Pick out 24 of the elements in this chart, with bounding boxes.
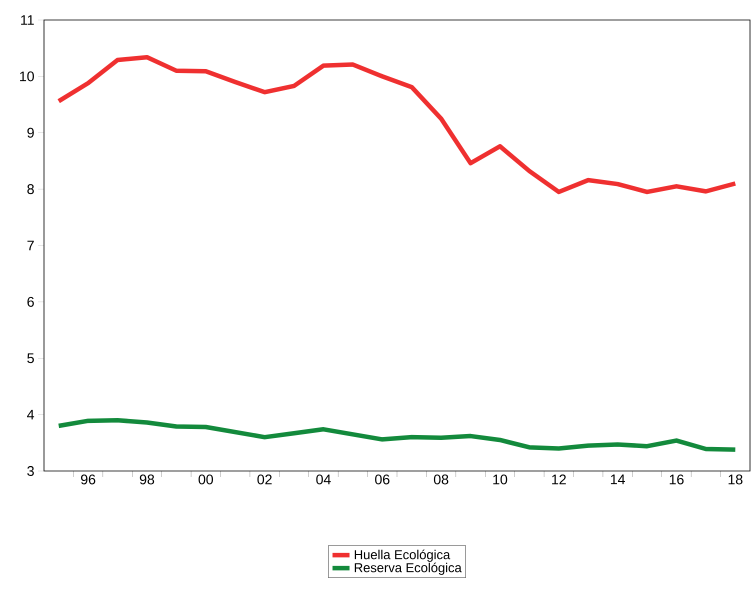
- x-tick-label: 00: [198, 474, 214, 484]
- x-tick-label: 18: [728, 474, 742, 484]
- y-tick-label: 3: [27, 466, 34, 476]
- y-tick-label: 11: [21, 15, 34, 25]
- y-tick-label: 5: [27, 353, 34, 364]
- y-tick-label: 4: [27, 410, 34, 420]
- x-tick-label: 96: [81, 474, 96, 484]
- y-tick-label: 7: [27, 240, 34, 250]
- x-tick-label: 98: [140, 474, 154, 484]
- y-tick-label: 8: [27, 184, 34, 194]
- x-tick-label: 12: [552, 474, 566, 484]
- x-tick-label: 04: [316, 474, 331, 484]
- x-tick-label: 16: [670, 474, 684, 484]
- x-tick-label: 06: [375, 474, 390, 484]
- y-tick-label: 9: [27, 128, 34, 138]
- legend-label: Reserva Ecológica: [354, 562, 462, 575]
- x-tick-label: 10: [493, 474, 508, 484]
- x-tick-label: 08: [434, 474, 448, 484]
- y-tick-label: 10: [20, 71, 34, 82]
- legend-label: Huella Ecológica: [354, 550, 450, 562]
- y-tick-label: 6: [27, 296, 34, 307]
- x-tick-label: 14: [610, 474, 625, 484]
- x-tick-label: 02: [257, 474, 272, 484]
- line-series: [56, 54, 738, 194]
